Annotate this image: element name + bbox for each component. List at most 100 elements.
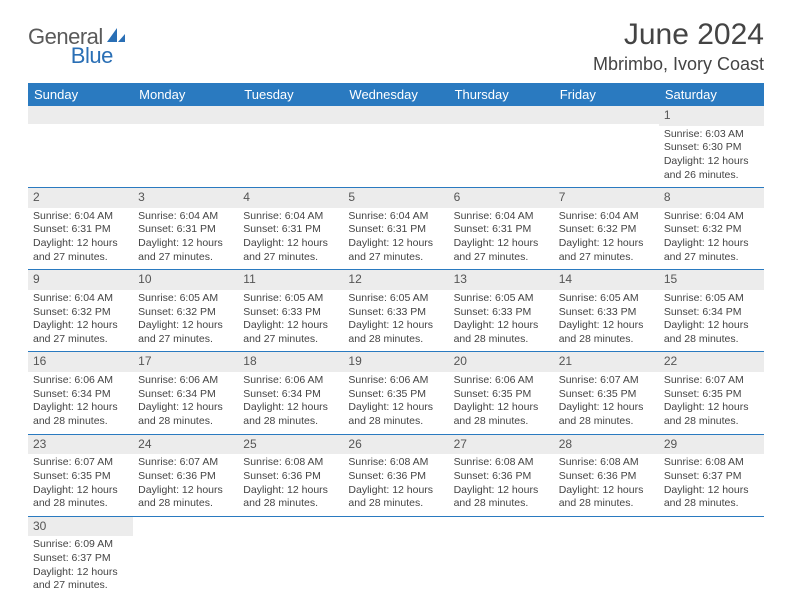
daylight-line: Daylight: 12 hours and 27 minutes.	[559, 237, 654, 264]
sunset-line: Sunset: 6:35 PM	[33, 470, 128, 484]
daylight-line: Daylight: 12 hours and 28 minutes.	[348, 484, 443, 511]
calendar-cell: 30Sunrise: 6:09 AMSunset: 6:37 PMDayligh…	[28, 516, 133, 598]
day-number: 14	[554, 270, 659, 290]
day-number: 2	[28, 188, 133, 208]
sunset-line: Sunset: 6:31 PM	[33, 223, 128, 237]
sunset-line: Sunset: 6:31 PM	[454, 223, 549, 237]
daylight-line: Daylight: 12 hours and 28 minutes.	[559, 484, 654, 511]
calendar-cell: 24Sunrise: 6:07 AMSunset: 6:36 PMDayligh…	[133, 434, 238, 516]
day-number: 22	[659, 352, 764, 372]
daylight-line: Daylight: 12 hours and 28 minutes.	[559, 401, 654, 428]
sunset-line: Sunset: 6:30 PM	[664, 141, 759, 155]
sunrise-line: Sunrise: 6:08 AM	[664, 456, 759, 470]
sunrise-line: Sunrise: 6:07 AM	[664, 374, 759, 388]
calendar-cell: 8 Sunrise: 6:04 AMSunset: 6:32 PMDaylight…	[659, 188, 764, 270]
calendar-cell: 15Sunrise: 6:05 AMSunset: 6:34 PMDayligh…	[659, 270, 764, 352]
sunrise-line: Sunrise: 6:04 AM	[33, 292, 128, 306]
sunset-line: Sunset: 6:33 PM	[348, 306, 443, 320]
sunset-line: Sunset: 6:32 PM	[138, 306, 233, 320]
calendar-cell: 27Sunrise: 6:08 AMSunset: 6:36 PMDayligh…	[449, 434, 554, 516]
calendar-cell: 11Sunrise: 6:05 AMSunset: 6:33 PMDayligh…	[238, 270, 343, 352]
day-number: 3	[133, 188, 238, 208]
weekday-header: Sunday	[28, 83, 133, 106]
daylight-line: Daylight: 12 hours and 28 minutes.	[664, 484, 759, 511]
sunrise-line: Sunrise: 6:07 AM	[138, 456, 233, 470]
calendar-cell: 23Sunrise: 6:07 AMSunset: 6:35 PMDayligh…	[28, 434, 133, 516]
daylight-line: Daylight: 12 hours and 27 minutes.	[138, 237, 233, 264]
calendar-cell: 16Sunrise: 6:06 AMSunset: 6:34 PMDayligh…	[28, 352, 133, 434]
daylight-line: Daylight: 12 hours and 28 minutes.	[454, 401, 549, 428]
sunset-line: Sunset: 6:35 PM	[559, 388, 654, 402]
weekday-header: Saturday	[659, 83, 764, 106]
weekday-header: Tuesday	[238, 83, 343, 106]
day-number: 30	[28, 517, 133, 537]
calendar-cell: 1Sunrise: 6:03 AMSunset: 6:30 PMDaylight…	[659, 106, 764, 188]
sunset-line: Sunset: 6:34 PM	[138, 388, 233, 402]
calendar-cell	[343, 516, 448, 598]
daylight-line: Daylight: 12 hours and 28 minutes.	[138, 401, 233, 428]
sunset-line: Sunset: 6:35 PM	[348, 388, 443, 402]
calendar-cell: 21Sunrise: 6:07 AMSunset: 6:35 PMDayligh…	[554, 352, 659, 434]
calendar-cell: 13Sunrise: 6:05 AMSunset: 6:33 PMDayligh…	[449, 270, 554, 352]
sunset-line: Sunset: 6:35 PM	[664, 388, 759, 402]
day-number: 25	[238, 435, 343, 455]
calendar-cell	[28, 106, 133, 188]
daylight-line: Daylight: 12 hours and 27 minutes.	[454, 237, 549, 264]
sunset-line: Sunset: 6:37 PM	[33, 552, 128, 566]
calendar-cell: 19Sunrise: 6:06 AMSunset: 6:35 PMDayligh…	[343, 352, 448, 434]
day-number: 28	[554, 435, 659, 455]
sunset-line: Sunset: 6:31 PM	[348, 223, 443, 237]
day-number: 17	[133, 352, 238, 372]
sunrise-line: Sunrise: 6:04 AM	[348, 210, 443, 224]
calendar-cell	[554, 516, 659, 598]
day-number: 8	[659, 188, 764, 208]
daylight-line: Daylight: 12 hours and 27 minutes.	[138, 319, 233, 346]
calendar-cell	[449, 516, 554, 598]
calendar-cell: 20Sunrise: 6:06 AMSunset: 6:35 PMDayligh…	[449, 352, 554, 434]
calendar-cell: 29Sunrise: 6:08 AMSunset: 6:37 PMDayligh…	[659, 434, 764, 516]
sunrise-line: Sunrise: 6:05 AM	[243, 292, 338, 306]
daylight-line: Daylight: 12 hours and 28 minutes.	[243, 484, 338, 511]
day-number: 5	[343, 188, 448, 208]
sunset-line: Sunset: 6:32 PM	[33, 306, 128, 320]
sunset-line: Sunset: 6:37 PM	[664, 470, 759, 484]
calendar-cell: 28Sunrise: 6:08 AMSunset: 6:36 PMDayligh…	[554, 434, 659, 516]
daylight-line: Daylight: 12 hours and 28 minutes.	[454, 484, 549, 511]
daylight-line: Daylight: 12 hours and 28 minutes.	[664, 401, 759, 428]
calendar-cell: 5Sunrise: 6:04 AMSunset: 6:31 PMDaylight…	[343, 188, 448, 270]
calendar-cell: 9Sunrise: 6:04 AMSunset: 6:32 PMDaylight…	[28, 270, 133, 352]
sunset-line: Sunset: 6:35 PM	[454, 388, 549, 402]
sunrise-line: Sunrise: 6:07 AM	[559, 374, 654, 388]
daylight-line: Daylight: 12 hours and 27 minutes.	[664, 237, 759, 264]
day-number: 13	[449, 270, 554, 290]
daylight-line: Daylight: 12 hours and 28 minutes.	[559, 319, 654, 346]
sunrise-line: Sunrise: 6:06 AM	[454, 374, 549, 388]
title-block: June 2024 Mbrimbo, Ivory Coast	[593, 18, 764, 75]
sunrise-line: Sunrise: 6:08 AM	[454, 456, 549, 470]
day-number: 12	[343, 270, 448, 290]
daylight-line: Daylight: 12 hours and 28 minutes.	[243, 401, 338, 428]
calendar-cell: 18Sunrise: 6:06 AMSunset: 6:34 PMDayligh…	[238, 352, 343, 434]
calendar-head: SundayMondayTuesdayWednesdayThursdayFrid…	[28, 83, 764, 106]
day-number: 18	[238, 352, 343, 372]
daylight-line: Daylight: 12 hours and 28 minutes.	[664, 319, 759, 346]
daylight-line: Daylight: 12 hours and 28 minutes.	[33, 401, 128, 428]
sunset-line: Sunset: 6:32 PM	[664, 223, 759, 237]
sunrise-line: Sunrise: 6:07 AM	[33, 456, 128, 470]
day-number: 26	[343, 435, 448, 455]
location: Mbrimbo, Ivory Coast	[593, 54, 764, 75]
weekday-header: Thursday	[449, 83, 554, 106]
weekday-header: Friday	[554, 83, 659, 106]
daylight-line: Daylight: 12 hours and 28 minutes.	[348, 319, 443, 346]
sunrise-line: Sunrise: 6:04 AM	[664, 210, 759, 224]
sunrise-line: Sunrise: 6:03 AM	[664, 128, 759, 142]
calendar-cell	[133, 106, 238, 188]
calendar-cell: 6Sunrise: 6:04 AMSunset: 6:31 PMDaylight…	[449, 188, 554, 270]
calendar-cell: 17 Sunrise: 6:06 AMSunset: 6:34 PMDayligh…	[133, 352, 238, 434]
sunset-line: Sunset: 6:33 PM	[243, 306, 338, 320]
daylight-line: Daylight: 12 hours and 27 minutes.	[243, 319, 338, 346]
sunrise-line: Sunrise: 6:05 AM	[664, 292, 759, 306]
calendar-cell: 2Sunrise: 6:04 AMSunset: 6:31 PMDaylight…	[28, 188, 133, 270]
calendar-cell	[659, 516, 764, 598]
sunrise-line: Sunrise: 6:06 AM	[138, 374, 233, 388]
